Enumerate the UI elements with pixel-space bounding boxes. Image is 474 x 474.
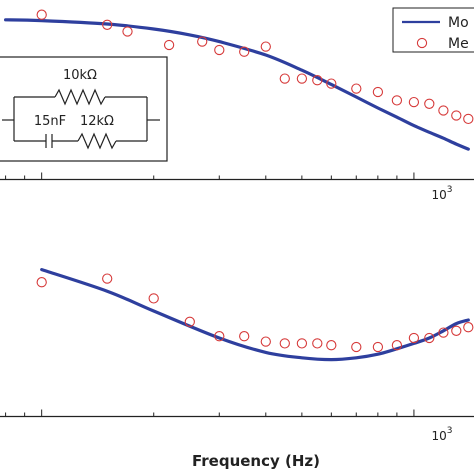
measured-point (391, 340, 403, 351)
resistor-12k-label: 12kΩ (80, 114, 114, 129)
measured-point (296, 338, 308, 349)
bottom-x-ticks (5, 409, 415, 417)
measured-point (463, 322, 474, 333)
measured-point (279, 338, 290, 349)
measured-point (438, 105, 449, 116)
measured-point (351, 341, 362, 353)
measured-point (326, 340, 337, 351)
circuit-wires (2, 88, 160, 150)
measured-point (451, 110, 462, 121)
top-x-tick-base: 10 (431, 188, 446, 202)
top-panel: 103 Mo Me 10kΩ 15nF 12kΩ (0, 7, 474, 202)
legend-label-measured: Me (448, 36, 469, 52)
measured-point (438, 327, 449, 338)
measured-point (122, 26, 133, 37)
measured-point (36, 9, 47, 20)
measured-point (260, 41, 271, 52)
measured-point (197, 36, 208, 47)
resistor-10k-symbol (54, 88, 106, 106)
measured-point (391, 95, 403, 106)
measured-point (408, 96, 420, 108)
measured-point (102, 19, 113, 30)
legend: Mo Me (392, 7, 474, 53)
measured-point (326, 78, 337, 89)
measured-point (184, 316, 195, 327)
measured-point (163, 39, 175, 51)
resistor-10k-label: 10kΩ (63, 68, 97, 83)
x-axis-title: Frequency (Hz) (192, 452, 320, 470)
measured-point (372, 341, 384, 353)
measured-point (424, 332, 435, 344)
measured-point (451, 325, 462, 336)
measured-point (214, 44, 225, 56)
bottom-x-tick-label: 103 (431, 426, 452, 443)
top-x-ticks (5, 172, 415, 180)
measured-point (408, 332, 420, 344)
bottom-x-tick-exponent: 3 (447, 426, 453, 436)
measured-point (312, 338, 323, 349)
measured-point (260, 336, 271, 347)
measured-point (214, 331, 225, 342)
top-model-line (3, 18, 470, 151)
measured-point (102, 273, 113, 284)
measured-point (312, 75, 323, 86)
measured-point (351, 83, 362, 94)
measured-point (148, 293, 159, 304)
top-x-tick-label: 103 (431, 185, 452, 202)
bottom-panel: 103 Frequency (Hz) (0, 268, 474, 470)
measured-point (424, 98, 435, 109)
circuit-inset: 10kΩ 15nF 12kΩ (0, 56, 168, 162)
resistor-12k-symbol (77, 132, 117, 150)
measured-point (36, 277, 47, 288)
top-x-tick-exponent: 3 (447, 185, 453, 195)
legend-circle-swatch (416, 37, 428, 49)
measured-point (239, 331, 250, 342)
bottom-measured-markers (36, 273, 474, 353)
legend-box (392, 7, 474, 53)
bottom-x-tick-base: 10 (431, 429, 446, 443)
measured-point (239, 46, 250, 57)
inset-box (0, 56, 168, 162)
measured-point (296, 73, 308, 84)
measured-point (279, 73, 290, 84)
measured-point (463, 113, 474, 125)
capacitor-15nf-label: 15nF (34, 114, 66, 129)
measured-point (372, 86, 384, 98)
legend-label-model: Mo (448, 15, 469, 31)
top-measured-markers (36, 9, 474, 125)
